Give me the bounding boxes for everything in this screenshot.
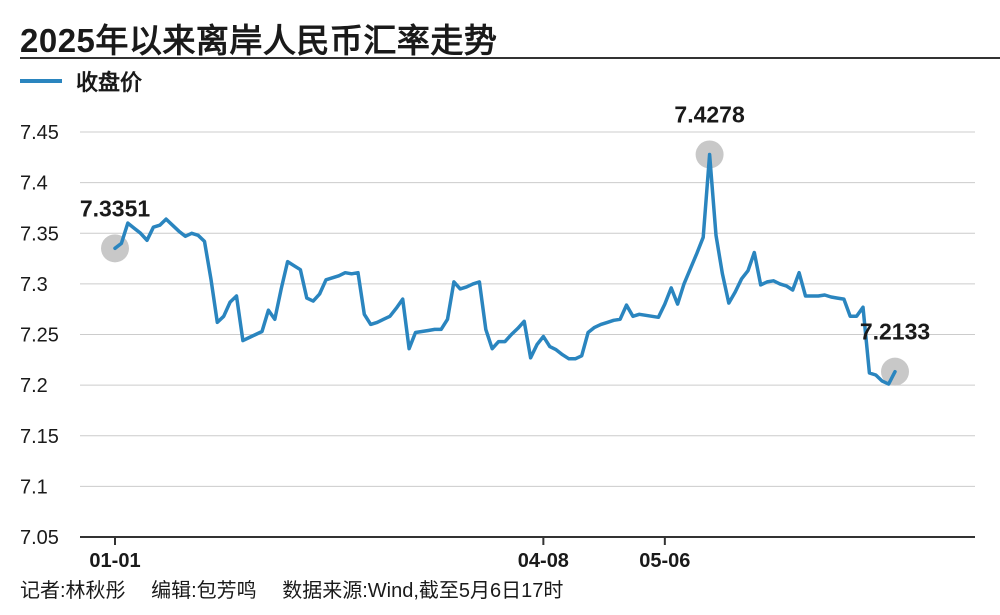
legend-label: 收盘价 [76,70,143,95]
legend-swatch [20,79,62,83]
y-tick-label: 7.1 [20,476,48,498]
title-divider [20,57,1000,59]
y-tick-label: 7.4 [20,173,48,195]
y-tick-label: 7.25 [20,325,59,347]
y-tick-label: 7.45 [20,122,59,144]
x-axis-ticks: 01-01 04-08 05-06 [89,537,690,572]
footer-editor: 编辑:包芳鸣 [151,580,257,602]
chart-title: 2025年以来离岸人民币汇率走势 [20,22,498,59]
x-tick-label: 01-01 [89,550,140,572]
x-tick-label: 05-06 [639,550,690,572]
footer-reporter: 记者:林秋彤 [20,580,126,602]
footer-credits: 记者:林秋彤 编辑:包芳鸣 数据来源:Wind,截至5月6日17时 [20,574,583,603]
annotation-value-label: 7.3351 [80,195,151,221]
y-tick-label: 7.3 [20,274,48,296]
footer-source: 数据来源:Wind,截至5月6日17时 [282,580,564,602]
annotation-markers [101,140,909,386]
x-tick-label: 04-08 [518,550,569,572]
series-line-closing-price [113,152,897,386]
y-tick-label: 7.35 [20,223,59,245]
y-tick-label: 7.15 [20,426,59,448]
annotation-value-label: 7.4278 [674,101,745,127]
legend: 收盘价 [20,66,142,96]
annotation-value-label: 7.2133 [860,319,930,345]
y-axis-ticks: 7.05 7.1 7.15 7.2 7.25 7.3 7.35 7.4 7.45 [20,122,59,549]
annotation-labels: 7.3351 7.4278 7.2133 [80,101,930,344]
y-tick-label: 7.05 [20,527,59,549]
y-tick-label: 7.2 [20,375,48,397]
